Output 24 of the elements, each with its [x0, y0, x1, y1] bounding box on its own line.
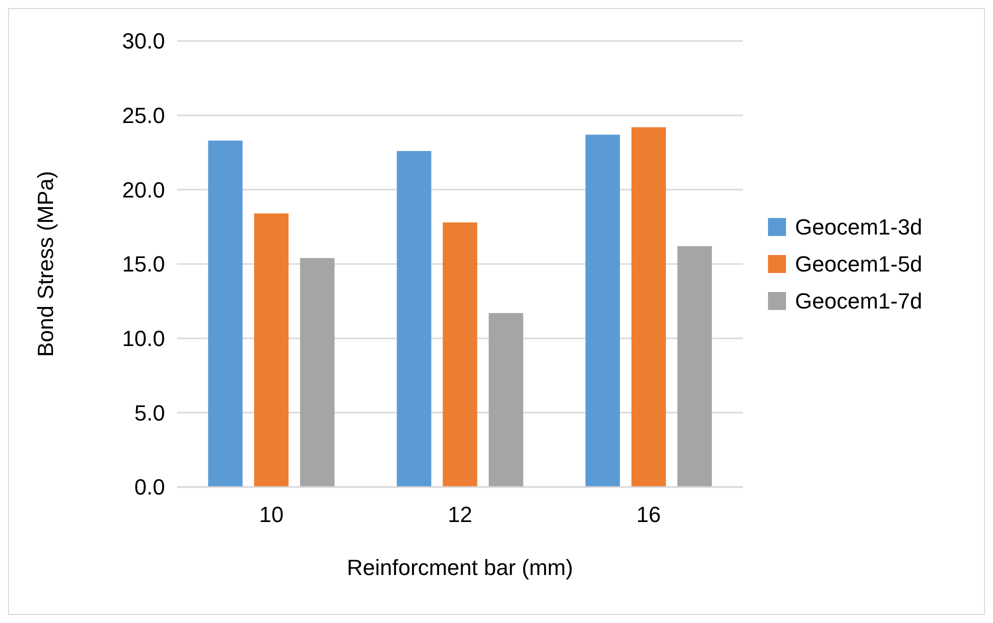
bar [208, 140, 243, 487]
bar [631, 127, 666, 487]
legend-label: Geocem1-3d [795, 214, 922, 240]
bar [300, 258, 335, 487]
bar [396, 151, 432, 487]
y-tick-label: 15.0 [122, 252, 165, 277]
y-tick-label: 5.0 [134, 400, 165, 426]
x-tick-label: 16 [636, 502, 661, 527]
y-tick-label: 25.0 [122, 103, 165, 128]
legend-label: Geocem1-5d [795, 252, 922, 277]
legend-label: Geocem1-7d [795, 288, 922, 314]
y-axis-title: Bond Stress (MPa) [33, 171, 58, 357]
bar [442, 222, 478, 487]
y-tick-label: 0.0 [134, 474, 165, 500]
bar [585, 134, 620, 487]
bar [677, 246, 712, 487]
y-tick-label: 20.0 [122, 177, 165, 202]
bar [254, 213, 289, 487]
x-tick-label: 12 [448, 502, 472, 527]
bar [488, 313, 524, 487]
x-axis-title: Reinforcment bar (mm) [346, 555, 574, 580]
y-tick-label: 30.0 [122, 28, 165, 54]
y-tick-label: 10.0 [122, 326, 165, 352]
x-tick-label: 10 [259, 502, 284, 527]
